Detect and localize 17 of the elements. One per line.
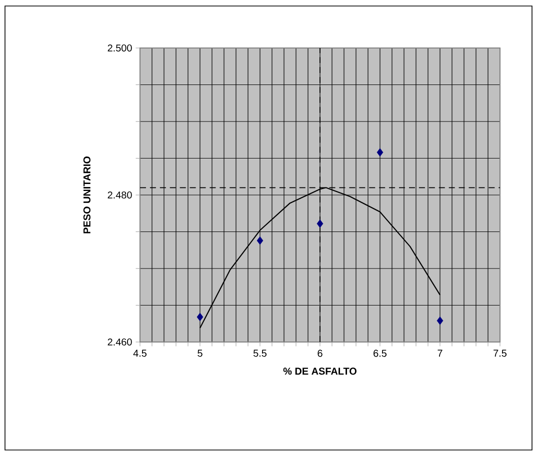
x-tick-label: 4.5 <box>133 350 147 357</box>
point <box>256 236 264 245</box>
point <box>316 219 324 228</box>
point <box>436 316 444 325</box>
x-tick-label: 5.5 <box>253 350 267 357</box>
y-axis-title: PESO UNITARIO <box>83 156 90 234</box>
y-tick-label: 2.480 <box>108 191 132 199</box>
x-tick-label: 6.5 <box>374 350 387 357</box>
point <box>196 312 204 322</box>
x-tick-label: 7.5 <box>494 350 507 357</box>
y-tick-label: 2.460 <box>108 338 132 346</box>
x-tick-label: 5 <box>198 350 202 357</box>
x-tick-label: 7 <box>438 350 442 357</box>
x-tick-label: 6 <box>318 350 322 357</box>
y-tick-label: 2.500 <box>108 44 132 52</box>
x-axis-title: % DE ASFALTO <box>283 368 356 375</box>
point <box>376 148 384 157</box>
